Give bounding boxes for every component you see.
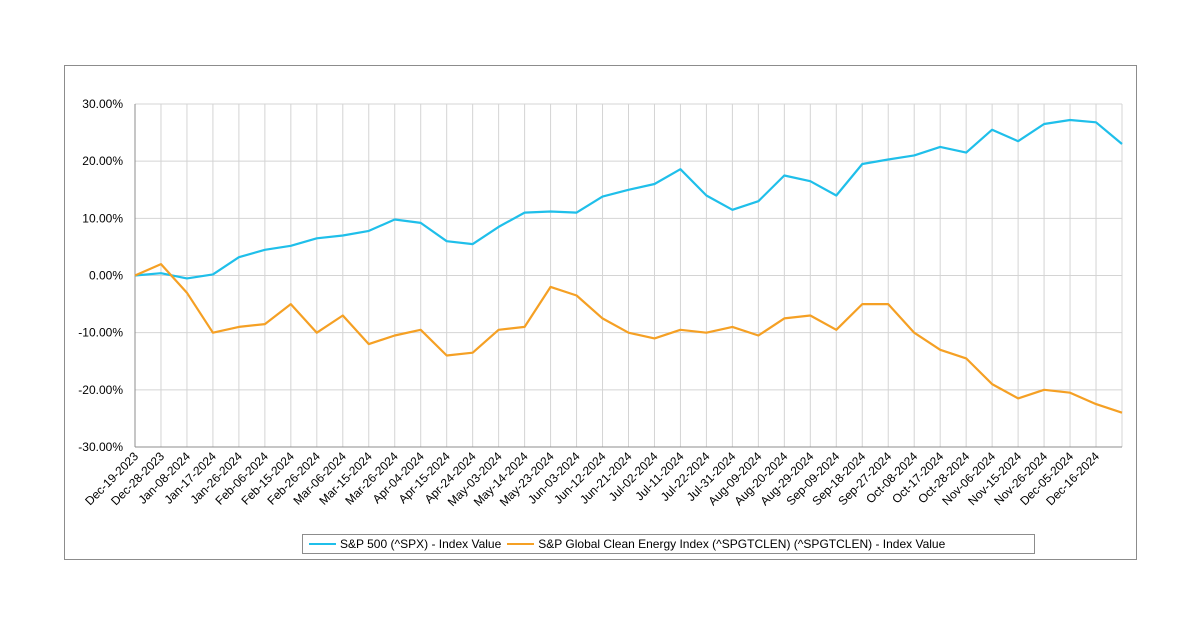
- y-tick-label: -30.00%: [78, 440, 123, 454]
- y-tick-label: 10.00%: [82, 211, 123, 225]
- legend-swatch-spgtclen: [507, 543, 535, 545]
- y-tick-label: -10.00%: [78, 326, 123, 340]
- legend: S&P 500 (^SPX) - Index Value S&P Global …: [302, 534, 1035, 554]
- y-axis-ticks: 30.00% 20.00% 10.00% 0.00% -10.00% -20.00% -30…: [78, 97, 123, 454]
- x-axis-ticks: Dec-19-2023Dec-28-2023Jan-08-2024Jan-17-…: [82, 449, 1102, 509]
- y-tick-label: 30.00%: [82, 97, 123, 111]
- chart-frame: 30.00% 20.00% 10.00% 0.00% -10.00% -20.00% -30…: [64, 65, 1137, 560]
- legend-swatch-spx: [309, 543, 336, 545]
- y-tick-label: -20.00%: [78, 383, 123, 397]
- line-chart: 30.00% 20.00% 10.00% 0.00% -10.00% -20.00% -30…: [78, 97, 1123, 509]
- series-line-spx: [134, 118, 1123, 280]
- y-tick-label: 0.00%: [89, 269, 123, 283]
- gridlines: [134, 103, 1123, 448]
- y-tick-label: 20.00%: [82, 154, 123, 168]
- legend-label-spgtclen: S&P Global Clean Energy Index (^SPGTCLEN…: [538, 537, 946, 551]
- series-line-spgtclen: [134, 263, 1123, 414]
- series-lines: [134, 118, 1123, 414]
- legend-item-spx: S&P 500 (^SPX) - Index Value: [303, 537, 501, 551]
- legend-label-spx: S&P 500 (^SPX) - Index Value: [340, 537, 502, 551]
- legend-item-spgtclen: S&P Global Clean Energy Index (^SPGTCLEN…: [501, 537, 945, 551]
